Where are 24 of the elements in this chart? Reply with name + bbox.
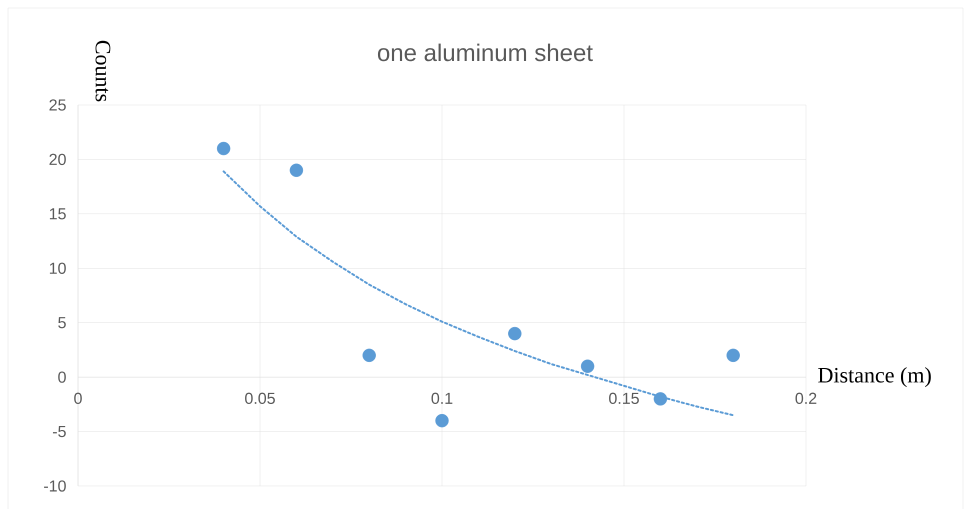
point xyxy=(580,360,594,373)
point xyxy=(435,414,449,428)
x-axis-title: Distance (m) xyxy=(818,367,931,388)
y-tick-label: -5 xyxy=(52,426,66,438)
point xyxy=(290,164,304,178)
y-tick-label: 0 xyxy=(58,371,66,383)
x-tick-label: 0.2 xyxy=(796,392,816,404)
y-tick-label: 5 xyxy=(58,317,66,328)
y-tick-label: -10 xyxy=(44,480,66,492)
point xyxy=(726,348,740,362)
y-axis-title: Counts xyxy=(96,40,110,102)
x-tick-label: 0 xyxy=(74,392,82,404)
point xyxy=(654,392,668,406)
x-tick-label: 0.05 xyxy=(245,392,275,404)
point xyxy=(508,326,522,340)
chart-title: one aluminum sheet xyxy=(378,44,593,62)
point xyxy=(216,142,230,156)
y-tick-label: 20 xyxy=(49,154,66,166)
x-tick-label: 0.15 xyxy=(609,392,639,404)
y-tick-label: 10 xyxy=(50,262,66,274)
x-tick-label: 0.1 xyxy=(432,392,452,404)
point xyxy=(362,348,376,362)
y-tick-label: 15 xyxy=(50,208,66,220)
y-tick-label: 25 xyxy=(49,99,66,111)
